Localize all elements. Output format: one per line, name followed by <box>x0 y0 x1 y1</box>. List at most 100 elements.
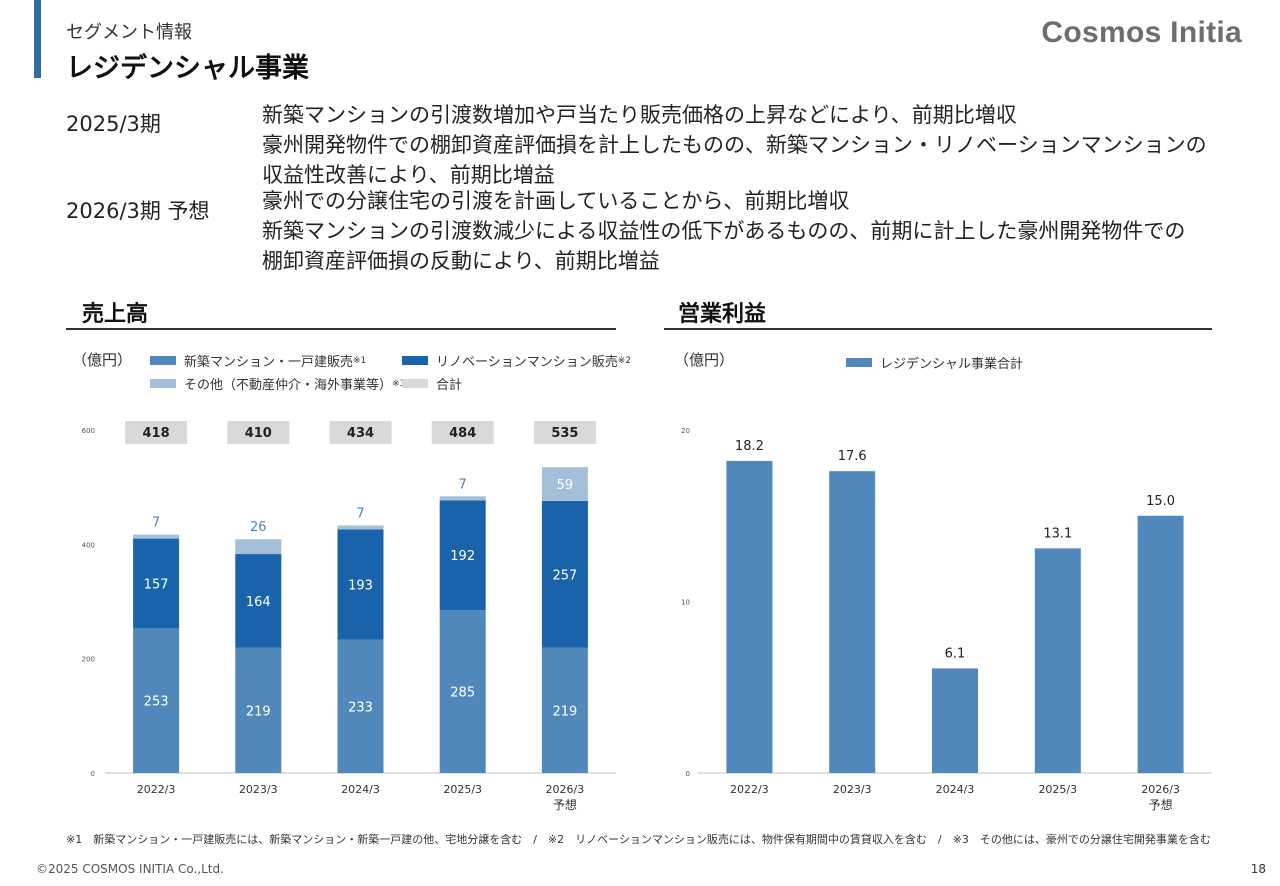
y-tick-label: 600 <box>82 427 95 435</box>
period-2026-label: 2026/3期 予想 <box>66 199 210 223</box>
data-label: 219 <box>552 704 577 719</box>
page-number: 18 <box>1250 862 1266 876</box>
bar-segment-new-condo <box>439 610 486 773</box>
legend-swatch-total <box>402 379 428 388</box>
total-label: 410 <box>245 426 272 441</box>
data-label: 233 <box>348 700 373 715</box>
bar-segment-renovation <box>235 554 282 648</box>
total-label: 434 <box>347 426 374 441</box>
x-tick-sublabel: 予想 <box>553 797 577 812</box>
data-label: 7 <box>459 477 467 492</box>
period-2026-description: 豪州での分譲住宅の引渡を計画していることから、前期比増収 新築マンションの引渡数… <box>262 186 1185 276</box>
x-tick-label: 2026/3 <box>546 783 585 796</box>
bar-segment-other <box>541 467 588 501</box>
legend-swatch-profit <box>846 358 872 367</box>
legend-text: その他（不動産仲介・海外事業等） <box>184 378 393 393</box>
bar-segment-new-condo <box>337 639 384 773</box>
data-label: 193 <box>348 579 373 594</box>
segment-label: セグメント情報 <box>66 22 192 43</box>
legend-profit: レジデンシャル事業合計 <box>846 353 1023 372</box>
bar-segment-other <box>235 539 282 555</box>
data-label: 164 <box>246 595 271 610</box>
legend-note: ※2 <box>617 355 632 366</box>
x-tick-label: 2022/3 <box>137 783 176 796</box>
footnote: ※1 新築マンション・一戸建販売には、新築マンション・新築一戸建の他、宅地分譲を… <box>66 833 1211 846</box>
data-label: 15.0 <box>1146 494 1175 509</box>
desc-line: 収益性改善により、前期比増益 <box>262 163 555 187</box>
y-tick-label: 0 <box>91 770 95 778</box>
page-title: レジデンシャル事業 <box>66 53 309 84</box>
data-label: 18.2 <box>735 439 764 454</box>
x-tick-label: 2024/3 <box>341 783 380 796</box>
accent-bar <box>34 0 41 78</box>
bar-segment-renovation <box>439 500 486 611</box>
bar-segment-other <box>439 496 486 501</box>
data-label: 7 <box>152 516 160 531</box>
profit-section-title: 営業利益 <box>678 302 767 327</box>
total-box <box>227 421 290 444</box>
x-tick-label: 2023/3 <box>833 783 872 796</box>
x-tick-sublabel: 予想 <box>1149 797 1173 812</box>
desc-line: 棚卸資産評価損の反動により、前期比増益 <box>262 249 660 273</box>
data-label: 7 <box>356 506 364 521</box>
y-tick-label: 400 <box>82 541 95 549</box>
desc-line: 新築マンションの引渡数増加や戸当たり販売価格の上昇などにより、前期比増収 <box>262 103 1017 127</box>
data-label: 192 <box>450 549 475 564</box>
total-box <box>329 421 392 444</box>
legend-note: ※3 <box>392 378 406 389</box>
bar-segment-renovation <box>133 538 180 629</box>
x-tick-label: 2023/3 <box>239 783 278 796</box>
x-tick-label: 2025/3 <box>1038 783 1077 796</box>
y-tick-label: 10 <box>681 599 690 607</box>
profit-bar <box>1137 515 1184 773</box>
sales-section-title: 売上高 <box>82 302 149 327</box>
legend-total: 合計 <box>402 374 462 393</box>
legend-text: リノベーションマンション販売 <box>436 355 618 370</box>
y-tick-label: 0 <box>686 770 690 778</box>
profit-bar <box>932 668 978 773</box>
x-tick-label: 2026/3 <box>1141 783 1180 796</box>
data-label: 6.1 <box>945 646 966 661</box>
x-tick-label: 2025/3 <box>443 783 482 796</box>
desc-line: 新築マンションの引渡数減少による収益性の低下があるものの、前期に計上した豪州開発… <box>262 219 1186 243</box>
data-label: 17.6 <box>838 449 867 464</box>
bar-segment-other <box>133 534 180 539</box>
data-label: 219 <box>246 704 271 719</box>
y-tick-label: 200 <box>82 656 95 664</box>
profit-bar <box>829 471 876 773</box>
data-label: 13.1 <box>1043 526 1072 541</box>
bar-segment-other <box>337 525 384 530</box>
total-label: 418 <box>143 426 170 441</box>
data-label: 285 <box>450 686 475 701</box>
company-logo: Cosmos Initia <box>1041 16 1242 49</box>
data-label: 253 <box>144 695 169 710</box>
copyright: ©2025 COSMOS INITIA Co.,Ltd. <box>36 862 224 876</box>
desc-line: 豪州開発物件での棚卸資産評価損を計上したものの、新築マンション・リノベーションマ… <box>262 133 1207 157</box>
period-2025-description: 新築マンションの引渡数増加や戸当たり販売価格の上昇などにより、前期比増収 豪州開… <box>262 100 1207 190</box>
y-tick-label: 20 <box>681 427 690 435</box>
bar-segment-renovation <box>541 500 588 648</box>
legend-text: 合計 <box>436 378 463 393</box>
legend-text: レジデンシャル事業合計 <box>880 357 1024 372</box>
profit-bar <box>726 460 773 773</box>
total-box <box>533 421 596 444</box>
profit-unit-label: （億円） <box>674 351 735 369</box>
data-label: 26 <box>250 520 267 535</box>
total-label: 535 <box>551 426 578 441</box>
legend-swatch-new-condo <box>150 356 176 365</box>
total-box <box>431 421 494 444</box>
data-label: 257 <box>552 568 577 583</box>
legend-renovation: リノベーションマンション販売 ※2 <box>402 351 631 370</box>
total-box <box>125 421 188 444</box>
legend-swatch-renovation <box>402 356 428 365</box>
desc-line: 豪州での分譲住宅の引渡を計画していることから、前期比増収 <box>262 189 850 213</box>
data-label: 59 <box>557 478 574 493</box>
x-tick-label: 2022/3 <box>730 783 769 796</box>
legend-text: 新築マンション・一戸建販売 <box>184 355 354 370</box>
bar-segment-new-condo <box>541 647 588 773</box>
legend-note: ※1 <box>353 355 367 366</box>
x-tick-label: 2024/3 <box>936 783 975 796</box>
legend-new-condo: 新築マンション・一戸建販売 ※1 <box>150 351 366 370</box>
